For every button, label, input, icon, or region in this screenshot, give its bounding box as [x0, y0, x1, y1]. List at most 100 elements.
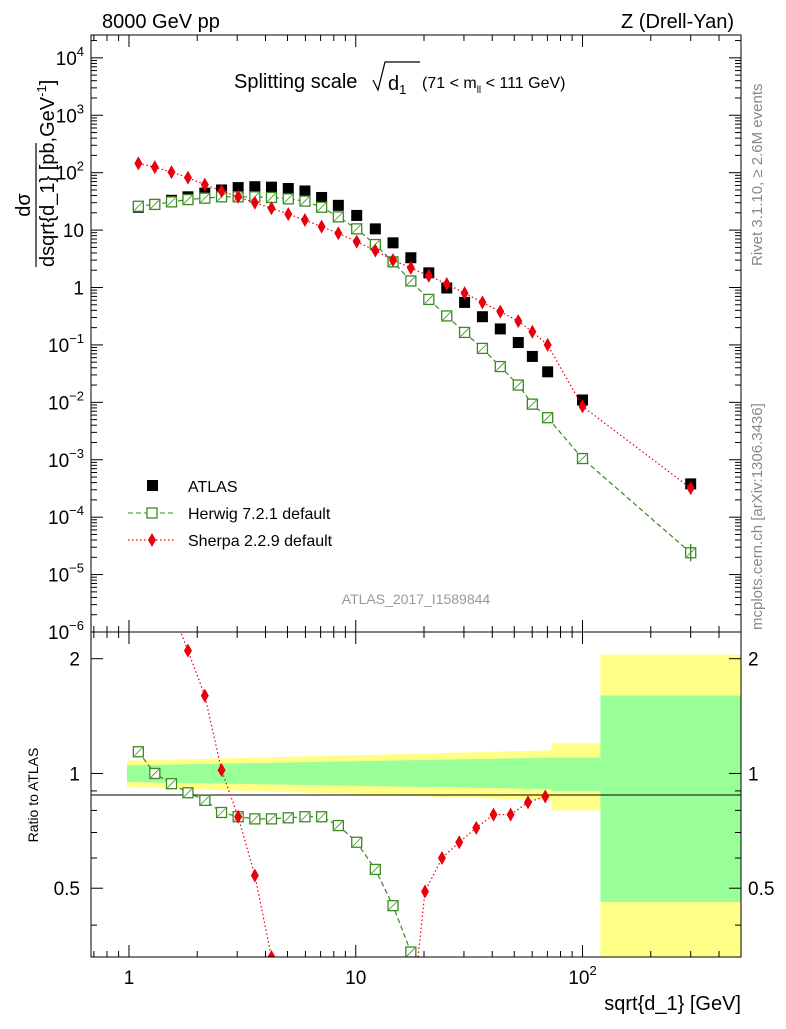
y-tick-label: 10 [63, 221, 84, 242]
atlas-point [351, 209, 363, 221]
herwig-ratio-point [132, 746, 145, 758]
herwig-point [199, 192, 211, 204]
sherpa-point [528, 324, 537, 339]
ratio-y-tick-label-left: 0.5 [54, 879, 80, 900]
herwig-ratio-point-stroke [283, 813, 293, 823]
atlas-point [299, 185, 311, 197]
sherpa-ratio-point [250, 868, 259, 883]
herwig-ratio-point-stroke [352, 837, 362, 847]
y-tick-label: 10−5 [48, 561, 84, 587]
ratio-y-tick-label-right: 0.5 [748, 879, 774, 900]
atlas-point [459, 296, 471, 308]
sherpa-point [267, 201, 276, 216]
main-title: Splitting scale d1 (71 < mll < 111 GeV) [234, 61, 565, 97]
herwig-point [282, 193, 294, 205]
sherpa-ratio-point [437, 851, 446, 866]
herwig-ratio-point [351, 836, 363, 848]
ratio-y-tick-label-left: 2 [69, 650, 80, 671]
herwig-point [299, 195, 311, 207]
sherpa-point [424, 268, 433, 283]
title-sub: (71 < mll < 111 GeV) [422, 75, 565, 96]
herwig-point-stroke [514, 380, 523, 390]
atlas-point [476, 311, 488, 323]
sherpa-point [317, 219, 326, 234]
sherpa-point [134, 156, 143, 171]
ratio-band-inner [126, 757, 552, 790]
sherpa-point [234, 189, 243, 204]
herwig-point [441, 310, 453, 322]
herwig-point [476, 342, 489, 355]
herwig-point [458, 326, 471, 339]
atlas-point [316, 191, 328, 203]
herwig-ratio-point [249, 813, 261, 825]
sherpa-point [460, 286, 469, 301]
sherpa-point [284, 207, 293, 222]
herwig-point-stroke [334, 212, 343, 222]
atlas-point [232, 182, 244, 194]
herwig-point [265, 191, 278, 204]
herwig-point-stroke [167, 197, 176, 207]
atlas-point [332, 199, 344, 211]
herwig-ratio-point [369, 863, 381, 876]
sherpa-ratio-point [489, 807, 498, 822]
ratio-bands [126, 654, 741, 957]
x-tick-label: 1 [124, 968, 135, 989]
herwig-ratio-point [387, 900, 399, 912]
herwig-point [165, 196, 178, 208]
herwig-point [526, 398, 539, 410]
legend: ATLAS Herwig 7.2.1 default Sherpa 2.2.9 … [128, 479, 333, 550]
y-tick-label: 104 [56, 44, 84, 70]
herwig-point [315, 201, 328, 213]
ratio-y-tick-label-right: 2 [748, 650, 759, 671]
herwig-point [132, 200, 145, 212]
herwig-point-stroke [317, 202, 326, 212]
ratio-ticks [91, 632, 742, 957]
herwig-ratio-point [315, 811, 328, 823]
legend-item-herwig: Herwig 7.2.1 default [128, 506, 331, 523]
herwig-point-stroke [150, 200, 160, 209]
sherpa-point [406, 260, 415, 275]
legend-label-sherpa: Sherpa 2.2.9 default [188, 533, 333, 550]
legend-label-herwig: Herwig 7.2.1 default [188, 506, 331, 523]
x-axis-label: sqrt{d_1} [GeV] [604, 993, 741, 1015]
ratio-tick-labels: 0.5 0.5 1 1 2 2 1 10 102 [54, 650, 775, 989]
herwig-ratio-point-stroke [300, 812, 310, 822]
herwig-point-stroke [283, 194, 293, 204]
herwig-point-stroke [460, 328, 469, 337]
y-label-denominator: dsqrt{d_1} [pb,GeV-1] [34, 80, 59, 267]
herwig-point [351, 223, 363, 235]
y-tick-label: 10−1 [48, 331, 84, 357]
herwig-ratio-point [299, 811, 311, 823]
herwig-point [542, 412, 554, 424]
sherpa-point [183, 170, 192, 185]
herwig-ratio-point [165, 778, 178, 790]
legend-marker-herwig [146, 507, 158, 519]
herwig-ratio-point [149, 767, 161, 780]
sherpa-ratio-point [524, 795, 533, 810]
herwig-ratio-point-stroke [317, 812, 326, 822]
herwig-ratio-point [332, 819, 344, 832]
y-tick-label: 1 [73, 279, 84, 300]
ratio-series [132, 632, 550, 957]
sherpa-ratio-point [472, 820, 481, 835]
herwig-point-stroke [200, 193, 210, 203]
energy-label: 8000 GeV pp [102, 11, 220, 33]
sqrt-sign [372, 61, 420, 92]
herwig-point-stroke [352, 224, 362, 234]
sherpa-point [686, 481, 695, 496]
mcplots-label: mcplots.cern.ch [arXiv:1306.3436] [749, 403, 766, 630]
herwig-point-stroke [543, 413, 552, 422]
atlas-point [249, 181, 261, 193]
herwig-point-stroke [528, 399, 537, 409]
ratio-y-tick-label-right: 1 [748, 764, 759, 785]
herwig-point [149, 198, 161, 211]
herwig-point [512, 379, 524, 391]
y-tick-label: 10−2 [48, 388, 84, 414]
atlas-point [369, 223, 381, 235]
sherpa-point [167, 165, 176, 180]
legend-marker-atlas [147, 480, 158, 491]
ratio-y-label: Ratio to ATLAS [25, 748, 41, 843]
sherpa-ratio-point [234, 809, 243, 824]
legend-label-atlas: ATLAS [188, 479, 238, 496]
